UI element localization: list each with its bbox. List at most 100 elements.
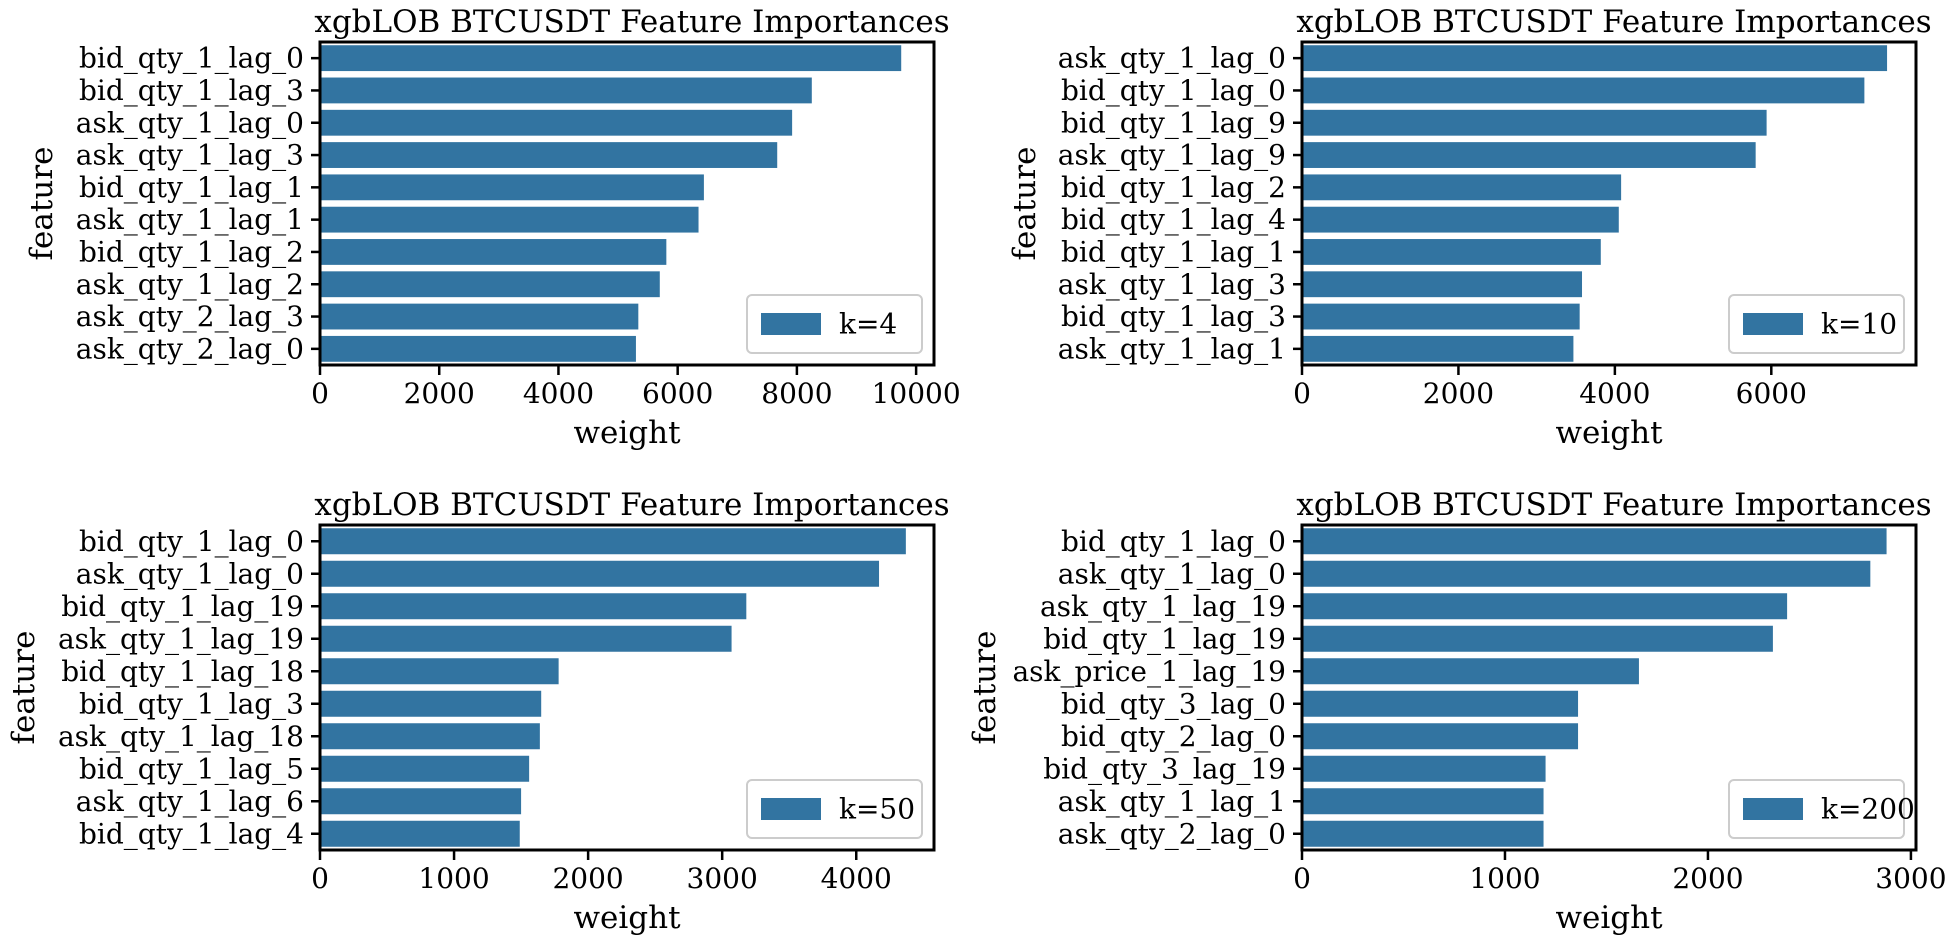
y-tick-label: ask_qty_1_lag_18 <box>58 720 304 753</box>
legend-label: k=50 <box>839 793 915 826</box>
bar <box>1302 303 1580 330</box>
bar <box>1302 528 1887 555</box>
x-axis-label: weight <box>1555 415 1663 451</box>
y-tick-label: bid_qty_1_lag_19 <box>1043 622 1286 655</box>
chart-title: xgbLOB BTCUSDT Feature Importances <box>314 4 949 40</box>
bar <box>1302 788 1544 815</box>
y-tick-label: bid_qty_1_lag_2 <box>1061 171 1286 204</box>
bar <box>320 788 522 815</box>
y-tick-label: bid_qty_1_lag_9 <box>1061 106 1286 139</box>
legend: k=200 <box>1728 779 1915 839</box>
bar <box>1302 174 1622 201</box>
bar <box>320 690 542 717</box>
bar <box>320 174 704 201</box>
x-tick-label: 0 <box>311 377 329 410</box>
bar <box>1302 658 1639 685</box>
y-axis-label: feature <box>6 631 42 745</box>
bar <box>1302 820 1544 847</box>
bar <box>320 239 667 265</box>
chart-panel-1: bid_qty_1_lag_0bid_qty_1_lag_3ask_qty_1_… <box>24 4 961 451</box>
bar <box>1302 45 1888 72</box>
bar <box>1302 109 1767 136</box>
bar <box>320 593 747 620</box>
y-axis-label: feature <box>967 631 1003 745</box>
y-tick-label: ask_qty_2_lag_3 <box>76 300 304 333</box>
y-tick-label: bid_qty_1_lag_0 <box>79 525 304 558</box>
y-axis-label: feature <box>24 147 60 261</box>
y-tick-label: bid_qty_1_lag_1 <box>1061 235 1286 268</box>
bar <box>320 723 540 750</box>
legend-box <box>1728 294 1905 354</box>
legend-label: k=4 <box>839 308 897 341</box>
legend-box <box>746 779 923 839</box>
x-tick-label: 6000 <box>1736 377 1807 410</box>
y-tick-label: ask_qty_1_lag_1 <box>1058 332 1286 365</box>
bar <box>1302 625 1773 652</box>
y-tick-label: ask_qty_1_lag_3 <box>1058 268 1286 301</box>
axes-frame <box>318 523 936 852</box>
axes-frame <box>318 40 936 367</box>
y-tick-label: bid_qty_3_lag_0 <box>1061 687 1286 720</box>
legend: k=4 <box>746 294 923 354</box>
y-tick-label: bid_qty_3_lag_19 <box>1043 752 1286 785</box>
y-tick-label: bid_qty_1_lag_0 <box>1061 525 1286 558</box>
bar <box>1302 142 1756 168</box>
y-tick-label: ask_qty_1_lag_19 <box>58 622 304 655</box>
y-tick-label: ask_qty_1_lag_0 <box>1058 557 1286 590</box>
y-tick-label: bid_qty_2_lag_0 <box>1061 720 1286 753</box>
y-tick-label: bid_qty_1_lag_3 <box>79 687 304 720</box>
bar <box>320 45 902 72</box>
legend: k=10 <box>1728 294 1905 354</box>
legend-box <box>746 294 923 354</box>
x-tick-label: 2000 <box>404 377 475 410</box>
bar <box>1302 723 1579 750</box>
y-tick-label: bid_qty_1_lag_18 <box>61 655 304 688</box>
y-tick-label: ask_qty_1_lag_0 <box>76 106 304 139</box>
bar <box>1302 593 1788 620</box>
y-tick-label: ask_qty_2_lag_0 <box>76 332 304 365</box>
y-tick-label: ask_price_1_lag_19 <box>1012 655 1286 688</box>
legend-box <box>1728 779 1905 839</box>
y-tick-label: bid_qty_1_lag_0 <box>1061 74 1286 107</box>
x-axis-label: weight <box>573 415 681 451</box>
bar <box>1302 271 1583 298</box>
bar <box>320 528 906 555</box>
x-tick-label: 6000 <box>642 377 713 410</box>
x-tick-label: 3000 <box>1875 862 1946 895</box>
bar <box>320 335 636 362</box>
bar <box>320 109 793 136</box>
bar <box>1302 560 1871 587</box>
bar <box>1302 77 1865 104</box>
bar <box>320 142 778 168</box>
x-tick-label: 2000 <box>552 862 623 895</box>
legend-label: k=200 <box>1821 793 1915 826</box>
legend-label: k=10 <box>1821 308 1897 341</box>
axes-frame <box>1300 40 1918 367</box>
bar <box>320 658 559 685</box>
legend-swatch <box>1743 313 1803 335</box>
bar <box>320 271 660 298</box>
y-tick-label: bid_qty_1_lag_4 <box>1061 203 1286 236</box>
bar <box>320 820 520 847</box>
y-tick-label: ask_qty_1_lag_6 <box>76 785 304 818</box>
y-tick-label: bid_qty_1_lag_0 <box>79 42 304 75</box>
y-tick-label: ask_qty_1_lag_1 <box>1058 785 1286 818</box>
y-tick-label: bid_qty_1_lag_4 <box>79 817 304 850</box>
y-tick-label: bid_qty_1_lag_3 <box>79 74 304 107</box>
bar <box>320 755 530 782</box>
bar <box>1302 690 1579 717</box>
legend: k=50 <box>746 779 923 839</box>
x-tick-label: 0 <box>1293 377 1311 410</box>
x-tick-label: 1000 <box>1469 862 1540 895</box>
axes-frame <box>1300 523 1918 852</box>
x-tick-label: 4000 <box>523 377 594 410</box>
x-tick-label: 0 <box>311 862 329 895</box>
bar <box>320 77 812 104</box>
bar <box>1302 239 1601 265</box>
x-axis-label: weight <box>1555 900 1663 936</box>
bar <box>320 560 880 587</box>
legend-swatch <box>761 313 821 335</box>
x-tick-label: 2000 <box>1423 377 1494 410</box>
